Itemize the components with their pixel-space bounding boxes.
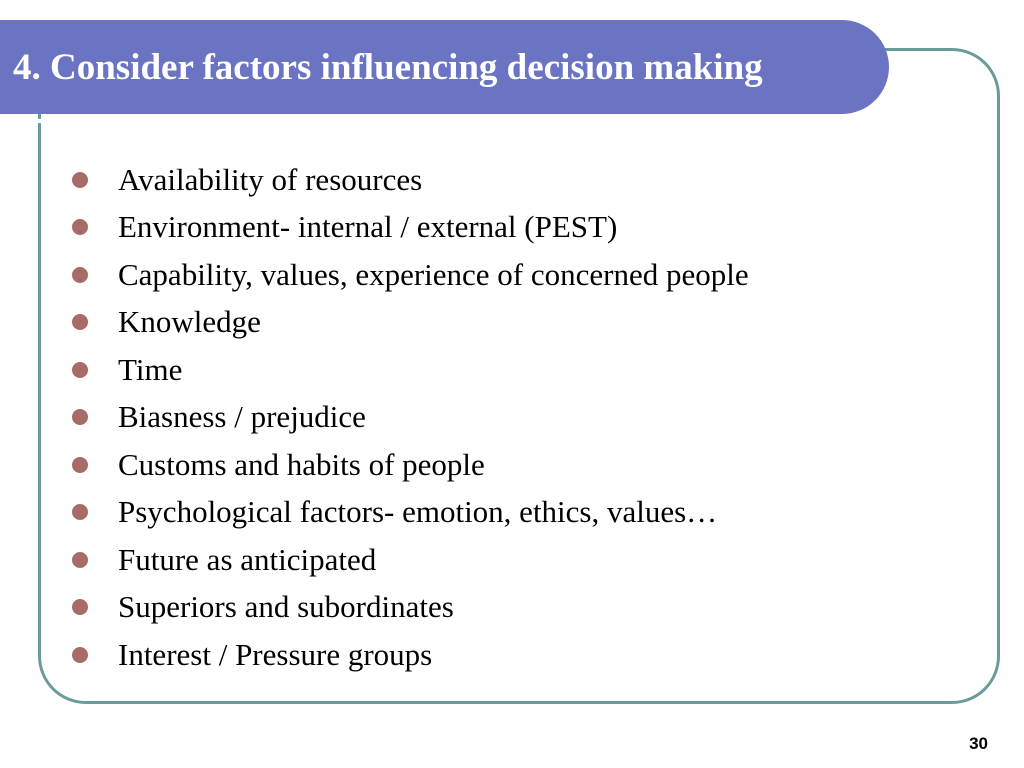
- bullet-icon: [72, 267, 88, 283]
- bullet-icon: [72, 409, 88, 425]
- list-item-label: Superiors and subordinates: [118, 589, 454, 625]
- list-item: Interest / Pressure groups: [72, 631, 992, 679]
- slide-title: 4. Consider factors influencing decision…: [13, 46, 763, 89]
- list-item-label: Psychological factors- emotion, ethics, …: [118, 494, 717, 530]
- bullet-icon: [72, 457, 88, 473]
- list-item: Future as anticipated: [72, 536, 992, 584]
- list-item-label: Interest / Pressure groups: [118, 637, 432, 673]
- list-item: Psychological factors- emotion, ethics, …: [72, 489, 992, 537]
- list-item-label: Future as anticipated: [118, 542, 376, 578]
- list-item: Superiors and subordinates: [72, 584, 992, 632]
- list-item: Biasness / prejudice: [72, 394, 992, 442]
- title-banner: 4. Consider factors influencing decision…: [0, 20, 889, 114]
- bullet-icon: [72, 599, 88, 615]
- list-item: Capability, values, experience of concer…: [72, 251, 992, 299]
- list-item: Availability of resources: [72, 156, 992, 204]
- list-item: Environment- internal / external (PEST): [72, 204, 992, 252]
- bullet-list: Availability of resources Environment- in…: [72, 156, 992, 679]
- list-item: Customs and habits of people: [72, 441, 992, 489]
- list-item-label: Capability, values, experience of concer…: [118, 257, 749, 293]
- list-item-label: Environment- internal / external (PEST): [118, 209, 617, 245]
- bullet-icon: [72, 504, 88, 520]
- bullet-icon: [72, 552, 88, 568]
- list-item-label: Customs and habits of people: [118, 447, 485, 483]
- bullet-icon: [72, 647, 88, 663]
- list-item: Knowledge: [72, 299, 992, 347]
- bullet-icon: [72, 314, 88, 330]
- list-item-label: Time: [118, 352, 182, 388]
- bullet-icon: [72, 362, 88, 378]
- bullet-icon: [72, 219, 88, 235]
- page-number: 30: [969, 734, 988, 754]
- title-underline: [0, 119, 831, 123]
- list-item: Time: [72, 346, 992, 394]
- list-item-label: Knowledge: [118, 304, 261, 340]
- list-item-label: Biasness / prejudice: [118, 399, 366, 435]
- bullet-icon: [72, 172, 88, 188]
- list-item-label: Availability of resources: [118, 162, 422, 198]
